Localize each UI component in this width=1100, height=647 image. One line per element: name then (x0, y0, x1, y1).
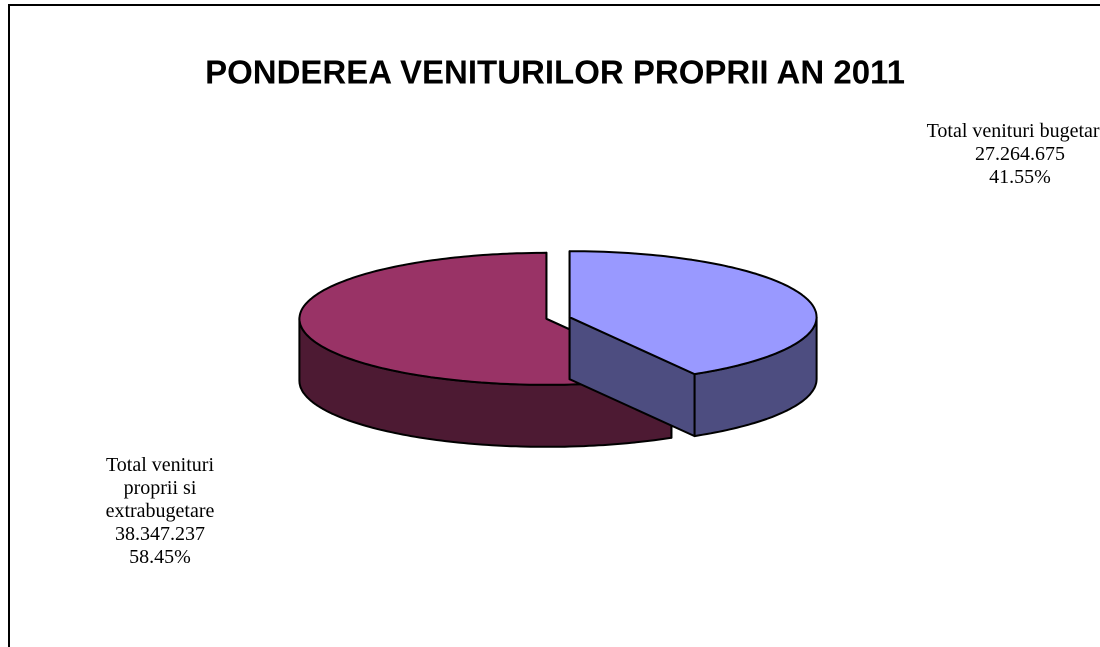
chart-title: PONDEREA VENITURILOR PROPRII AN 2011 (205, 54, 905, 91)
label-name: Total venituri bugetare. (926, 120, 1100, 142)
slice (568, 250, 818, 376)
data-label: Total venituri bugetare. 27.264.675 41.55% (925, 120, 1100, 189)
label-value: 38.347.237 (115, 523, 205, 545)
chart-border (8, 4, 1100, 647)
label-percent: 58.45% (129, 546, 191, 568)
label-value: 27.264.675 (975, 143, 1065, 165)
data-label: Total venituri proprii si extrabugetare 3… (60, 454, 260, 569)
label-percent: 41.55% (989, 166, 1051, 188)
label-name: Total venituri proprii si extrabugetare (105, 454, 215, 522)
